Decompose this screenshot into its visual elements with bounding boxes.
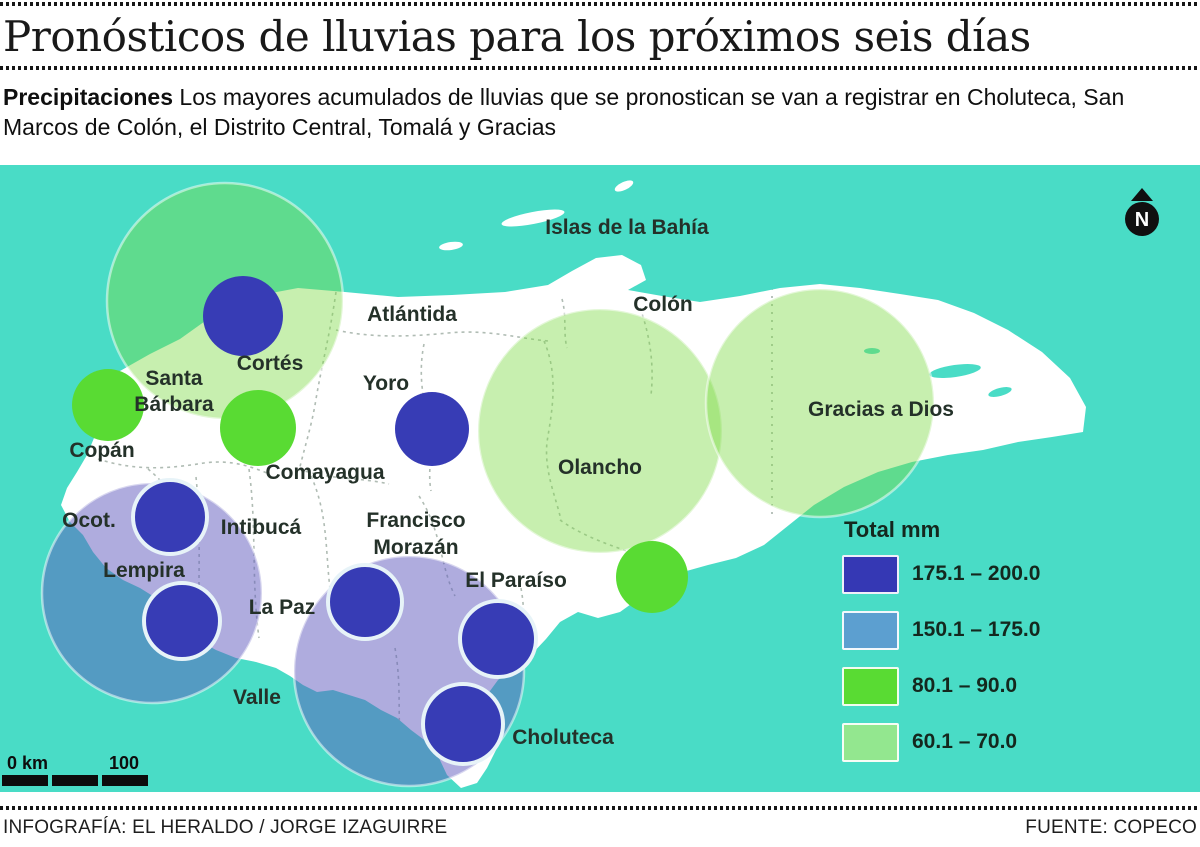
circle-cortes [203, 275, 283, 356]
scale-segment [102, 774, 148, 786]
lagoon [929, 363, 981, 378]
lead-label: Precipitaciones [3, 84, 174, 111]
legend-title: Total mm [844, 516, 941, 542]
label-santa-barbara: Santa Bárbara [134, 367, 214, 416]
label-gracias-a-dios: Gracias a Dios [808, 398, 954, 421]
label-choluteca: Choluteca [512, 726, 614, 749]
bay-islands [439, 180, 914, 347]
legend-range-label: 60.1 – 70.0 [912, 730, 1018, 754]
legend-swatch-light-green [842, 722, 899, 762]
coastal-lagoons [864, 347, 1012, 397]
legend-row: 175.1 – 200.0 [842, 554, 1041, 594]
source-credit: FUENTE: COPECO [1025, 816, 1197, 838]
north-arrow-triangle [1131, 187, 1153, 201]
infographic-credit: INFOGRAFÍA: EL HERALDO / JORGE IZAGUIRRE [3, 816, 448, 838]
scale-bar-labels: 0 km 100 [2, 753, 172, 773]
label-francisco-morazan: Francisco Morazán [366, 509, 465, 559]
label-lempira: Lempira [103, 559, 185, 582]
label-la-paz: La Paz [249, 596, 316, 619]
area-circle-olancho [476, 307, 724, 555]
label-intibuca: Intibucá [221, 516, 302, 539]
footer-dotted-rule [0, 805, 1200, 810]
legend-swatch-bright-green [842, 666, 899, 706]
circle-comayagua [220, 389, 296, 466]
circle-yoro [395, 391, 469, 466]
circle-la-paz [326, 562, 404, 641]
honduras-precipitation-map: Islas de la Bahía Colón Atlántida Cortés San… [0, 164, 1200, 792]
north-arrow-label: N [1135, 209, 1149, 231]
label-valle: Valle [233, 686, 281, 709]
label-colon: Colón [633, 293, 692, 316]
scale-segment [2, 774, 48, 786]
area-circle-gracias-a-dios [704, 287, 936, 519]
label-atlantida: Atlántida [367, 303, 457, 326]
scale-hundred-label: 100 [108, 752, 140, 773]
legend-range-label: 150.1 – 175.0 [912, 618, 1041, 642]
island-roatan [501, 209, 565, 227]
island-cay [902, 340, 914, 347]
north-arrow: N [1125, 187, 1159, 236]
legend-range-label: 175.1 – 200.0 [912, 562, 1041, 586]
top-dotted-rule [0, 2, 1200, 6]
circle-el-paraiso-east [616, 540, 688, 613]
scale-zero-label: 0 km [7, 752, 49, 773]
circle-ocotepeque [131, 477, 209, 556]
legend-row: 80.1 – 90.0 [842, 666, 1040, 706]
scale-bar: 0 km 100 [2, 753, 172, 789]
label-ocotepeque: Ocot. [62, 509, 116, 532]
legend: Total mm 175.1 – 200.0 150.1 – 175.0 80.… [842, 517, 1040, 762]
legend-swatch-dark-blue [842, 554, 899, 594]
island-guanaja [614, 180, 634, 192]
legend-swatch-mid-blue [842, 610, 899, 650]
label-olancho: Olancho [558, 456, 642, 479]
circle-lempira [142, 580, 222, 661]
label-islas-de-la-bahia: Islas de la Bahía [545, 216, 709, 239]
precipitation-point-circles [72, 275, 688, 766]
scale-bar-segments [2, 774, 172, 786]
lagoon [864, 347, 880, 354]
title-dotted-rule [0, 66, 1200, 71]
legend-row: 150.1 – 175.0 [842, 610, 1041, 650]
footer: INFOGRAFÍA: EL HERALDO / JORGE IZAGUIRRE… [0, 810, 1200, 847]
legend-row: 60.1 – 70.0 [842, 722, 1040, 762]
lagoon [988, 386, 1012, 397]
lead-paragraph: Precipitaciones Los mayores acumulados d… [3, 83, 1163, 143]
circle-choluteca [421, 681, 505, 766]
island-utila [439, 241, 463, 251]
lead-text: Los mayores acumulados de lluvias que se… [3, 84, 1125, 140]
map-svg: Islas de la Bahía Colón Atlántida Cortés San… [0, 164, 1200, 792]
label-cortes: Cortés [237, 352, 304, 375]
page-title: Pronósticos de lluvias para los próximos… [3, 12, 1031, 61]
label-yoro: Yoro [363, 372, 409, 395]
scale-segment [52, 774, 98, 786]
label-comayagua: Comayagua [265, 461, 384, 484]
label-el-paraiso: El Paraíso [465, 569, 567, 592]
circle-el-paraiso [458, 598, 538, 679]
legend-range-label: 80.1 – 90.0 [912, 674, 1018, 698]
circle-santa-barbara [72, 368, 144, 441]
label-copan: Copán [69, 439, 134, 462]
north-arrow-circle [1125, 201, 1159, 236]
department-labels: Islas de la Bahía Colón Atlántida Cortés San… [62, 216, 954, 749]
